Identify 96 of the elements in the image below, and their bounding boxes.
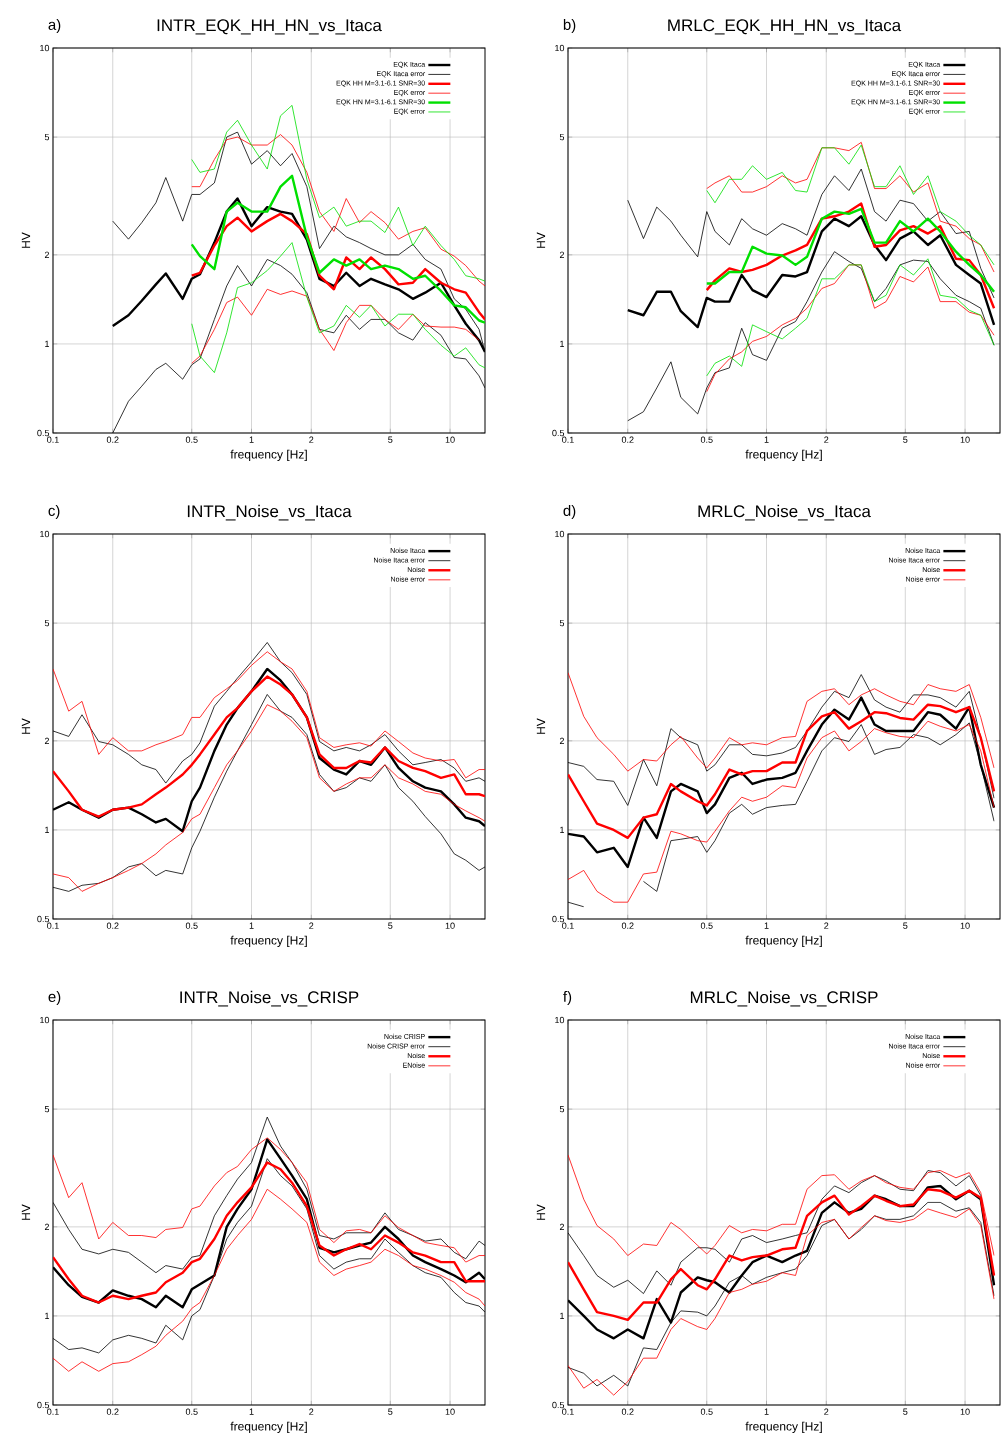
x-axis-title: frequency [Hz] bbox=[745, 449, 822, 461]
x-tick-label: 1 bbox=[249, 436, 254, 443]
x-tick-label: 0.2 bbox=[621, 436, 634, 443]
x-tick-label: 10 bbox=[960, 1408, 970, 1415]
x-tick-label: 0.1 bbox=[47, 922, 59, 929]
y-tick-label: 2 bbox=[559, 737, 565, 745]
x-tick-label: 0.5 bbox=[700, 1408, 713, 1415]
chart-title: MRLC_EQK_HH_HN_vs_Itaca bbox=[668, 19, 902, 35]
x-tick-label: 5 bbox=[903, 1408, 908, 1415]
y-tick-label: 0.5 bbox=[37, 915, 50, 923]
x-tick-label: 0.1 bbox=[562, 922, 574, 929]
x-tick-label: 1 bbox=[249, 1408, 254, 1415]
x-axis-title: frequency [Hz] bbox=[745, 1421, 822, 1433]
y-tick-label: 1 bbox=[45, 340, 50, 348]
x-tick-label: 0.1 bbox=[562, 1408, 574, 1415]
x-tick-label: 10 bbox=[445, 436, 455, 443]
x-tick-label: 0.2 bbox=[621, 922, 634, 929]
y-tick-label: 1 bbox=[560, 340, 565, 348]
x-tick-label: 2 bbox=[824, 436, 829, 443]
x-tick-label: 10 bbox=[960, 922, 970, 929]
x-axis-title: frequency [Hz] bbox=[230, 449, 307, 461]
y-tick-label: 1 bbox=[560, 826, 565, 834]
y-axis-title: HV bbox=[21, 1204, 31, 1220]
y-tick-label: 5 bbox=[559, 133, 565, 141]
y-tick-label: 5 bbox=[559, 619, 565, 627]
text: b) bbox=[563, 18, 576, 33]
y-tick-label: 0.5 bbox=[552, 429, 565, 437]
y-tick-label: 10 bbox=[40, 1016, 50, 1024]
text: d) bbox=[563, 504, 576, 519]
y-tick-label: 10 bbox=[40, 44, 50, 52]
x-tick-label: 0.1 bbox=[47, 1408, 59, 1415]
y-tick-label: 2 bbox=[559, 1223, 565, 1231]
y-tick-label: 10 bbox=[555, 44, 565, 52]
y-tick-label: 10 bbox=[555, 1016, 565, 1024]
x-tick-label: 0.2 bbox=[106, 1408, 119, 1415]
x-tick-label: 5 bbox=[388, 1408, 393, 1415]
y-tick-label: 2 bbox=[559, 251, 565, 258]
y-tick-label: 5 bbox=[44, 1105, 50, 1113]
x-tick-label: 0.2 bbox=[621, 1408, 634, 1415]
chart-title: INTR_Noise_vs_CRISP bbox=[180, 990, 359, 1007]
y-tick-label: 5 bbox=[44, 619, 50, 627]
x-tick-label: 1 bbox=[249, 922, 254, 929]
x-tick-label: 2 bbox=[309, 436, 314, 443]
text: f) bbox=[563, 990, 572, 1005]
chart-title: INTR_Noise_vs_Itaca bbox=[187, 504, 352, 521]
x-tick-label: 1 bbox=[764, 1408, 769, 1415]
chart-title: MRLC_Noise_vs_Itaca bbox=[698, 504, 871, 521]
x-tick-label: 0.5 bbox=[185, 1408, 198, 1415]
y-axis-title: HV bbox=[536, 232, 546, 248]
x-tick-label: 0.5 bbox=[185, 436, 198, 443]
y-axis-title: HV bbox=[536, 718, 546, 734]
y-tick-label: 1 bbox=[560, 1312, 565, 1320]
x-tick-label: 1 bbox=[764, 922, 769, 929]
y-tick-label: 0.5 bbox=[37, 1401, 50, 1409]
y-tick-label: 1 bbox=[45, 826, 50, 834]
x-tick-label: 2 bbox=[824, 922, 829, 929]
x-tick-label: 0.1 bbox=[47, 436, 59, 443]
y-tick-label: 2 bbox=[44, 1223, 50, 1231]
text: e) bbox=[48, 990, 61, 1005]
x-axis-title: frequency [Hz] bbox=[230, 1421, 307, 1433]
y-tick-label: 10 bbox=[40, 530, 50, 538]
x-tick-label: 0.5 bbox=[700, 922, 713, 929]
x-tick-label: 0.2 bbox=[106, 922, 119, 929]
x-tick-label: 2 bbox=[824, 1408, 829, 1415]
y-tick-label: 5 bbox=[44, 133, 50, 141]
chart-title: MRLC_Noise_vs_CRISP bbox=[690, 990, 878, 1007]
y-tick-label: 2 bbox=[44, 737, 50, 745]
x-tick-label: 2 bbox=[309, 1408, 314, 1415]
x-tick-label: 10 bbox=[445, 1408, 455, 1415]
y-tick-label: 0.5 bbox=[552, 1401, 565, 1409]
y-axis-title: HV bbox=[21, 232, 31, 248]
y-tick-label: 0.5 bbox=[37, 429, 50, 437]
x-tick-label: 0.2 bbox=[106, 436, 119, 443]
x-tick-label: 10 bbox=[960, 436, 970, 443]
x-tick-label: 0.5 bbox=[185, 922, 198, 929]
x-tick-label: 2 bbox=[309, 922, 314, 929]
x-tick-label: 5 bbox=[903, 922, 908, 929]
y-tick-label: 10 bbox=[555, 530, 565, 538]
x-tick-label: 5 bbox=[903, 436, 908, 443]
x-tick-label: 5 bbox=[388, 436, 393, 443]
x-axis-title: frequency [Hz] bbox=[745, 935, 822, 947]
y-tick-label: 1 bbox=[45, 1312, 50, 1320]
x-tick-label: 1 bbox=[764, 436, 769, 443]
y-tick-label: 5 bbox=[559, 1105, 565, 1113]
y-axis-title: HV bbox=[536, 1204, 546, 1220]
text: a) bbox=[48, 18, 61, 33]
x-tick-label: 10 bbox=[445, 922, 455, 929]
y-tick-label: 2 bbox=[44, 251, 50, 258]
x-tick-label: 0.1 bbox=[562, 436, 574, 443]
y-tick-label: 0.5 bbox=[552, 915, 565, 923]
x-tick-label: 0.5 bbox=[700, 436, 713, 443]
x-axis-title: frequency [Hz] bbox=[230, 935, 307, 947]
x-tick-label: 5 bbox=[388, 922, 393, 929]
chart-title: INTR_EQK_HH_HN_vs_Itaca bbox=[157, 19, 382, 35]
y-axis-title: HV bbox=[21, 718, 31, 734]
text: c) bbox=[48, 504, 60, 519]
